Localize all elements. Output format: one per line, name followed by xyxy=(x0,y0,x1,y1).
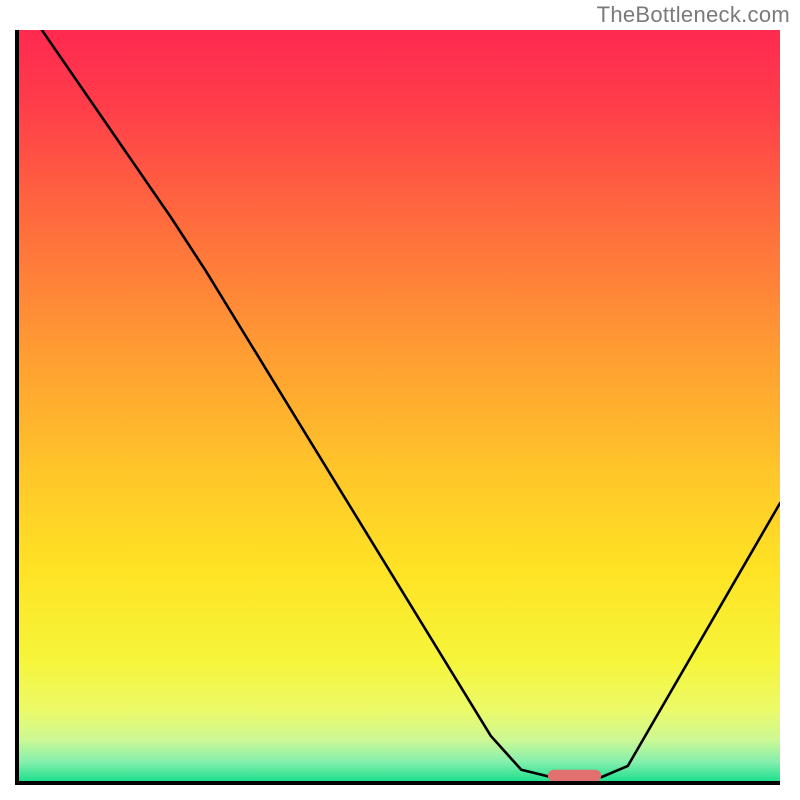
gradient-line-chart xyxy=(19,30,780,781)
axis-spine-bottom xyxy=(15,781,780,785)
gradient-background xyxy=(19,30,780,781)
chart-plot-area xyxy=(19,30,780,781)
watermark-text: TheBottleneck.com xyxy=(597,2,790,28)
figure-root: TheBottleneck.com xyxy=(0,0,800,800)
optimal-marker xyxy=(548,770,601,781)
